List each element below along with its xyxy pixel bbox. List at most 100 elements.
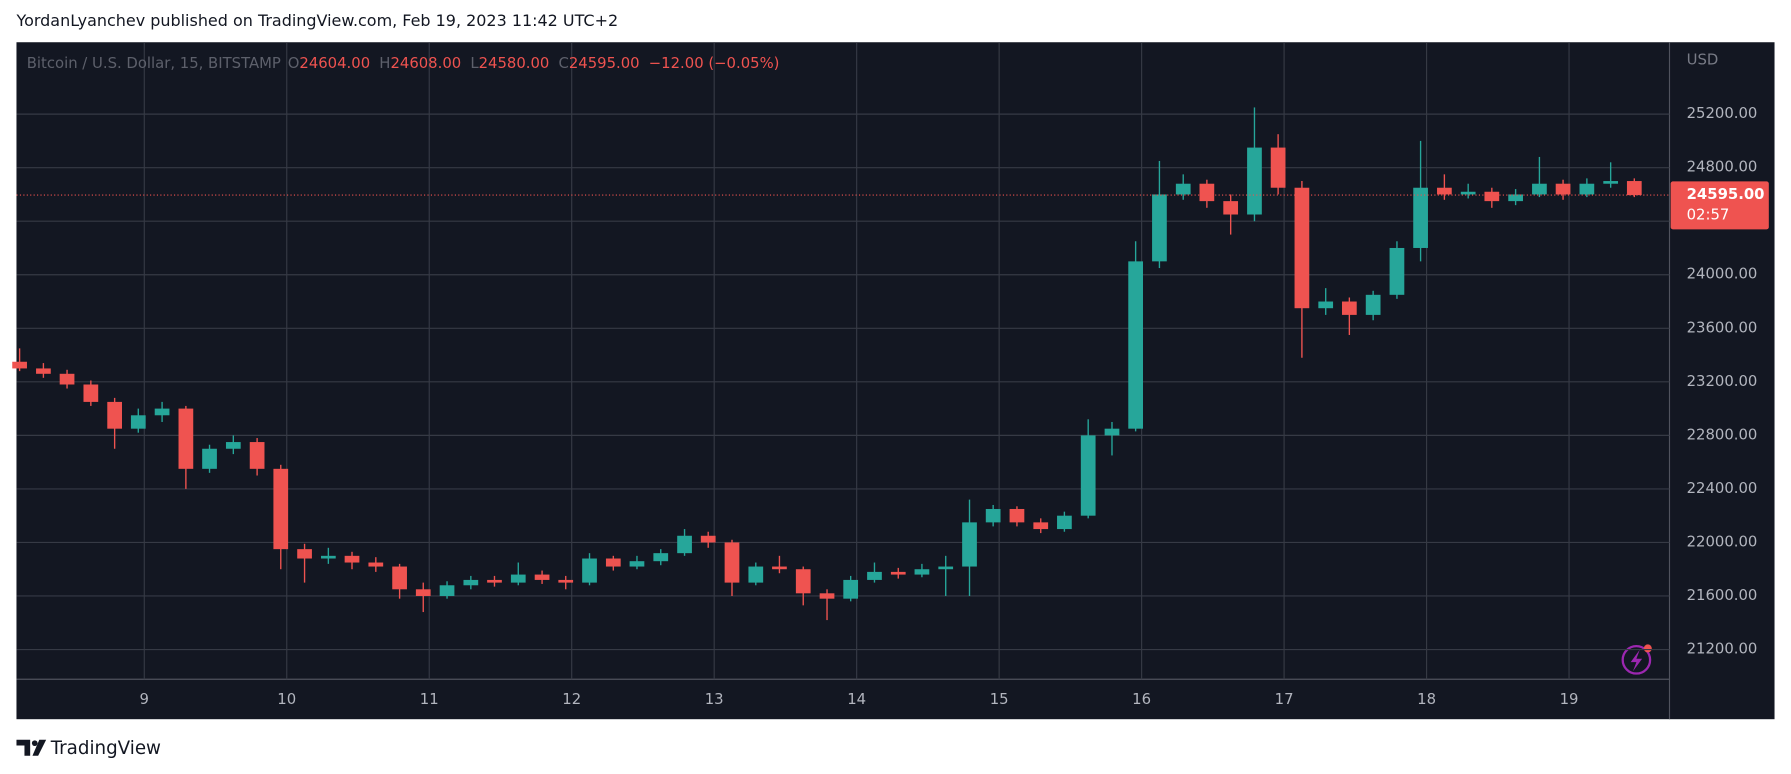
x-tick-label: 10 bbox=[277, 691, 296, 708]
candle-body bbox=[344, 555, 360, 563]
candle-body bbox=[249, 442, 265, 469]
candle-body bbox=[534, 574, 550, 580]
candle-body bbox=[1389, 247, 1405, 295]
candle-body bbox=[1365, 294, 1381, 315]
candle-body bbox=[368, 562, 384, 567]
candle-body bbox=[558, 579, 574, 583]
ohlc-value: 24608.00 bbox=[390, 55, 461, 72]
price-change: −12.00 (−0.05%) bbox=[649, 55, 780, 72]
candle-body bbox=[59, 373, 75, 385]
candle-body bbox=[154, 408, 170, 416]
candle-body bbox=[1009, 508, 1025, 523]
candle-body bbox=[1199, 183, 1215, 202]
y-tick-label: 23600.00 bbox=[1687, 319, 1758, 336]
candle-body bbox=[1603, 181, 1619, 184]
candle-body bbox=[1626, 181, 1642, 196]
y-tick-label: 22400.00 bbox=[1687, 480, 1758, 497]
candle-body bbox=[297, 549, 312, 559]
candle-body bbox=[487, 579, 502, 583]
candle-body bbox=[439, 585, 455, 596]
candle-body bbox=[107, 401, 123, 429]
candle-body bbox=[1080, 435, 1096, 516]
candle-body bbox=[1270, 147, 1286, 188]
candle-body bbox=[772, 566, 787, 570]
candle-body bbox=[83, 384, 99, 402]
candle-body bbox=[582, 558, 597, 583]
candle-body bbox=[1033, 522, 1049, 530]
candle-body bbox=[273, 468, 289, 550]
y-tick-label: 24800.00 bbox=[1687, 159, 1758, 176]
y-tick-label: 22000.00 bbox=[1687, 533, 1758, 550]
ohlc-label: H bbox=[379, 55, 390, 72]
y-tick-label: 21600.00 bbox=[1687, 587, 1758, 604]
x-tick-label: 9 bbox=[140, 691, 149, 708]
candle-body bbox=[12, 361, 27, 369]
footer: TradingView bbox=[50, 738, 161, 759]
candle-body bbox=[1152, 194, 1167, 262]
x-tick-label: 17 bbox=[1275, 691, 1294, 708]
candle-body bbox=[415, 589, 431, 596]
candle-body bbox=[1223, 201, 1239, 215]
x-tick-label: 16 bbox=[1132, 691, 1151, 708]
candle-body bbox=[1579, 183, 1595, 195]
candle-body bbox=[1460, 191, 1476, 195]
candles bbox=[12, 107, 1642, 621]
y-tick-label: 21200.00 bbox=[1687, 641, 1758, 658]
ohlc-label: C bbox=[559, 55, 569, 72]
candle-body bbox=[320, 555, 336, 559]
candle-body bbox=[1128, 261, 1143, 429]
candle-body bbox=[843, 579, 859, 599]
candle-body bbox=[795, 569, 811, 594]
x-tick-label: 14 bbox=[847, 691, 866, 708]
lightning-icon bbox=[1621, 644, 1652, 675]
candle-body bbox=[1318, 301, 1334, 309]
y-tick-label: 24000.00 bbox=[1687, 266, 1758, 283]
candle-body bbox=[178, 408, 194, 469]
candle-body bbox=[605, 558, 621, 567]
y-tick-label: 22800.00 bbox=[1687, 426, 1758, 443]
candle-body bbox=[1532, 183, 1547, 195]
ohlc-label: L bbox=[470, 55, 479, 72]
ohlc-value: 24604.00 bbox=[299, 55, 370, 72]
y-tick-label: 25200.00 bbox=[1687, 105, 1758, 122]
ohlc-value: 24595.00 bbox=[569, 55, 640, 72]
candle-body bbox=[962, 522, 977, 567]
ohlc-label: O bbox=[288, 55, 300, 72]
grid bbox=[16, 42, 1670, 680]
x-tick-label: 11 bbox=[420, 691, 439, 708]
candle-body bbox=[1484, 191, 1500, 202]
candle-body bbox=[677, 535, 692, 554]
ohlc-value: 24580.00 bbox=[479, 55, 550, 72]
candle-body bbox=[1104, 428, 1120, 436]
candle-body bbox=[890, 571, 906, 575]
candle-body bbox=[629, 561, 645, 567]
x-tick-label: 18 bbox=[1417, 691, 1436, 708]
candle-body bbox=[1294, 187, 1310, 309]
y-tick-label: 23200.00 bbox=[1687, 373, 1758, 390]
candle-body bbox=[819, 593, 835, 599]
last-price-tag bbox=[1670, 181, 1769, 230]
candle-body bbox=[225, 442, 241, 449]
candle-body bbox=[653, 553, 669, 562]
countdown: 02:57 bbox=[1687, 207, 1730, 224]
x-tick-label: 13 bbox=[705, 691, 724, 708]
candle-body bbox=[867, 571, 882, 580]
candle-body bbox=[985, 508, 1001, 523]
candle-body bbox=[1175, 183, 1191, 195]
candle-body bbox=[36, 368, 51, 374]
candle-body bbox=[202, 448, 217, 469]
candle-body bbox=[938, 566, 954, 570]
candle-body bbox=[700, 535, 716, 543]
tradingview-logo bbox=[16, 739, 47, 756]
candle-body bbox=[1413, 187, 1428, 248]
candle-body bbox=[1437, 187, 1452, 195]
x-tick-label: 19 bbox=[1560, 691, 1579, 708]
x-tick-label: 15 bbox=[990, 691, 1009, 708]
candle-body bbox=[1247, 147, 1262, 215]
candle-body bbox=[724, 542, 740, 583]
candle-body bbox=[130, 415, 146, 429]
candle-body bbox=[914, 569, 930, 575]
currency: USD bbox=[1687, 52, 1719, 69]
candle-body bbox=[1341, 301, 1357, 315]
